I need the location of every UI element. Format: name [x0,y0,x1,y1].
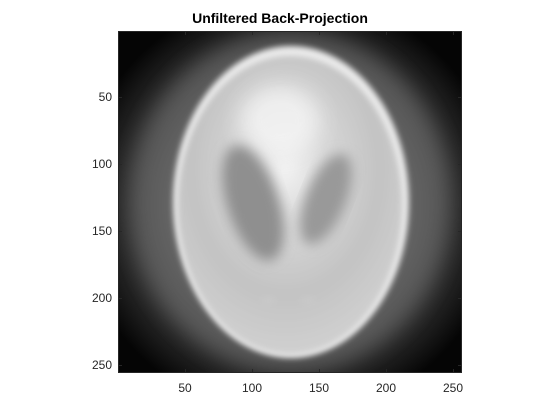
x-tick-label: 200 [375,381,397,395]
phantom-image [118,31,462,373]
x-tick-label: 50 [178,381,192,395]
y-tick-right [458,97,462,98]
x-tick-label: 150 [308,381,330,395]
y-tick [118,97,122,98]
y-tick-label: 50 [98,90,112,104]
x-tick-label: 250 [442,381,464,395]
y-tick-right [458,231,462,232]
x-tick [453,369,454,373]
image-area [118,31,462,373]
x-tick-top [386,31,387,35]
x-tick-top [185,31,186,35]
x-tick-top [252,31,253,35]
y-tick-label: 200 [91,291,112,305]
y-tick-label: 250 [91,358,112,372]
y-tick [118,365,122,366]
x-tick-label: 100 [241,381,263,395]
y-tick [118,231,122,232]
x-tick [386,369,387,373]
x-tick [185,369,186,373]
y-tick-label: 150 [91,224,112,238]
y-tick-right [458,365,462,366]
x-tick-top [453,31,454,35]
y-tick-right [458,298,462,299]
y-tick-right [458,164,462,165]
y-tick [118,164,122,165]
x-tick [252,369,253,373]
x-tick [319,369,320,373]
y-tick [118,298,122,299]
x-tick-top [319,31,320,35]
y-tick-label: 100 [91,157,112,171]
plot-title: Unfiltered Back-Projection [192,10,368,26]
